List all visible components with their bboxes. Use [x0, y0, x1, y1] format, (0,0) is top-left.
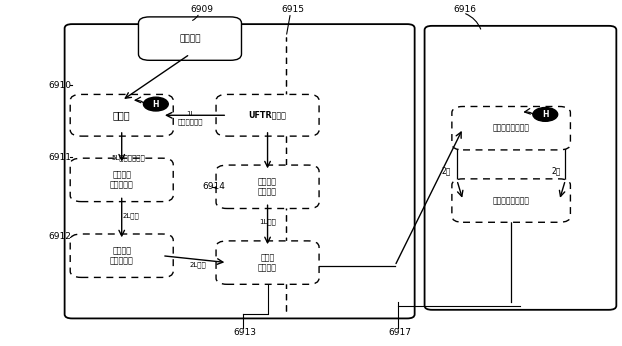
FancyBboxPatch shape [425, 26, 616, 310]
Text: 1L
フラッシング: 1L フラッシング [177, 111, 203, 125]
FancyBboxPatch shape [70, 94, 173, 136]
Text: 透析液
回路排液: 透析液 回路排液 [258, 253, 277, 272]
Text: UFTR貯留槽: UFTR貯留槽 [249, 111, 287, 120]
Text: H: H [542, 110, 549, 119]
Text: 6911: 6911 [49, 153, 72, 162]
FancyBboxPatch shape [70, 158, 173, 202]
FancyBboxPatch shape [70, 234, 173, 277]
Text: 6913: 6913 [233, 328, 256, 337]
Text: 血液回路
排液－静脈: 血液回路 排液－静脈 [110, 246, 134, 265]
Text: 6915: 6915 [282, 5, 305, 14]
Text: 2L排液: 2L排液 [123, 213, 139, 219]
FancyBboxPatch shape [216, 94, 319, 136]
FancyBboxPatch shape [65, 24, 415, 318]
Text: 2L排液: 2L排液 [190, 261, 207, 267]
Text: 透析液タンク上槽: 透析液タンク上槽 [493, 124, 530, 133]
Text: 6909: 6909 [190, 5, 213, 14]
Text: 流体廃棄
留置排液: 流体廃棄 留置排液 [258, 177, 277, 197]
FancyBboxPatch shape [139, 17, 241, 60]
Text: 6917: 6917 [389, 328, 412, 337]
Text: 1L排液: 1L排液 [259, 218, 276, 225]
Circle shape [533, 108, 558, 121]
Text: 6910: 6910 [49, 81, 72, 90]
FancyBboxPatch shape [452, 179, 570, 222]
Text: H: H [152, 100, 159, 109]
Text: 2分: 2分 [442, 167, 451, 176]
Circle shape [144, 97, 169, 111]
FancyBboxPatch shape [216, 241, 319, 284]
Text: 再循環: 再循環 [113, 110, 131, 120]
Text: 2分: 2分 [552, 167, 561, 176]
Text: 経路洗浄: 経路洗浄 [179, 34, 201, 43]
FancyBboxPatch shape [216, 165, 319, 209]
Text: 血液回路
排液－動脈: 血液回路 排液－動脈 [110, 170, 134, 190]
FancyBboxPatch shape [452, 107, 570, 150]
Text: 5Lフラッシング: 5Lフラッシング [111, 154, 145, 161]
Text: 6914: 6914 [202, 182, 225, 191]
Text: 透析液タンク下槽: 透析液タンク下槽 [493, 196, 530, 205]
Text: 6916: 6916 [453, 5, 476, 14]
Text: 6912: 6912 [49, 232, 72, 241]
